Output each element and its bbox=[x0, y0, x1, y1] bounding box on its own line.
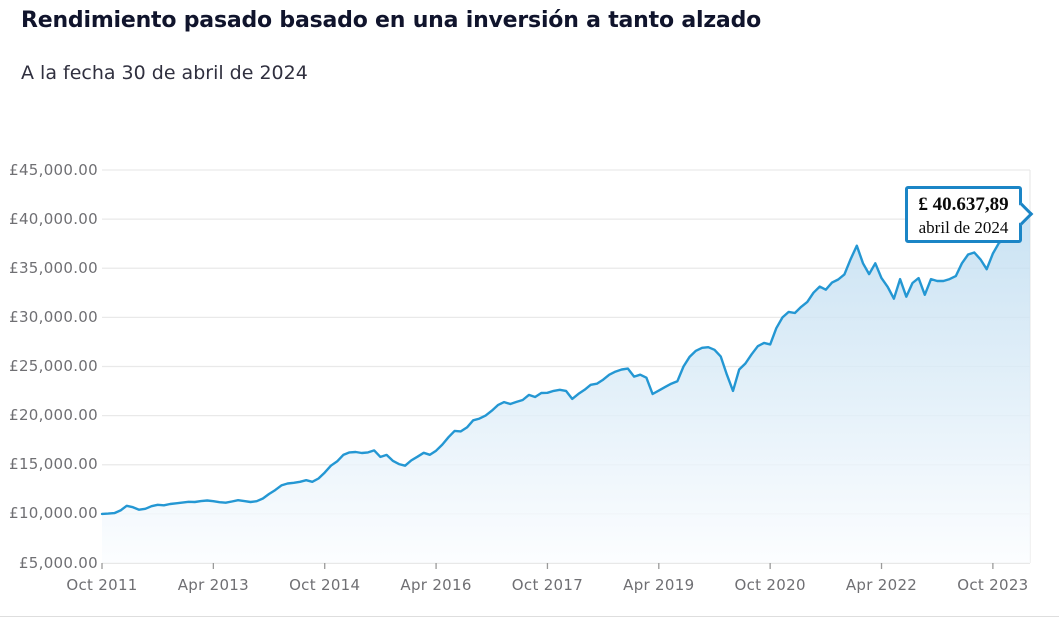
x-axis-label: Apr 2013 bbox=[177, 576, 249, 594]
series-line[interactable] bbox=[100, 211, 1032, 516]
y-axis-label: £5,000.00 bbox=[18, 553, 98, 572]
chart-title: Rendimiento pasado basado en una inversi… bbox=[21, 8, 762, 33]
series-area bbox=[102, 212, 1030, 563]
x-axis-label: Oct 2023 bbox=[957, 576, 1029, 594]
y-axis-label: £25,000.00 bbox=[9, 357, 98, 375]
x-axis-label: Oct 2020 bbox=[734, 576, 806, 594]
x-axis-label: Apr 2019 bbox=[623, 576, 695, 594]
tooltip-value: £ 40.637,89 bbox=[918, 193, 1009, 215]
y-axis-label: £30,000.00 bbox=[9, 307, 98, 326]
y-axis-label: £20,000.00 bbox=[9, 406, 98, 425]
y-axis-label: £40,000.00 bbox=[9, 209, 98, 228]
x-axis-label: Apr 2016 bbox=[400, 576, 472, 594]
endpoint-tooltip: £ 40.637,89 abril de 2024 bbox=[905, 186, 1022, 243]
x-axis-label: Oct 2011 bbox=[66, 576, 138, 594]
x-axis-label: Apr 2022 bbox=[845, 576, 918, 594]
x-axis-label: Oct 2014 bbox=[289, 576, 361, 594]
y-axis-label: £15,000.00 bbox=[9, 455, 98, 474]
y-axis-label: £35,000.00 bbox=[9, 258, 98, 277]
x-axis-label: Oct 2017 bbox=[511, 576, 584, 594]
y-axis-label: £10,000.00 bbox=[9, 504, 98, 523]
bottom-divider bbox=[0, 616, 1059, 617]
y-axis-label: £45,000.00 bbox=[9, 160, 98, 179]
as-of-date: A la fecha 30 de abril de 2024 bbox=[21, 62, 308, 84]
tooltip-date: abril de 2024 bbox=[918, 217, 1009, 237]
